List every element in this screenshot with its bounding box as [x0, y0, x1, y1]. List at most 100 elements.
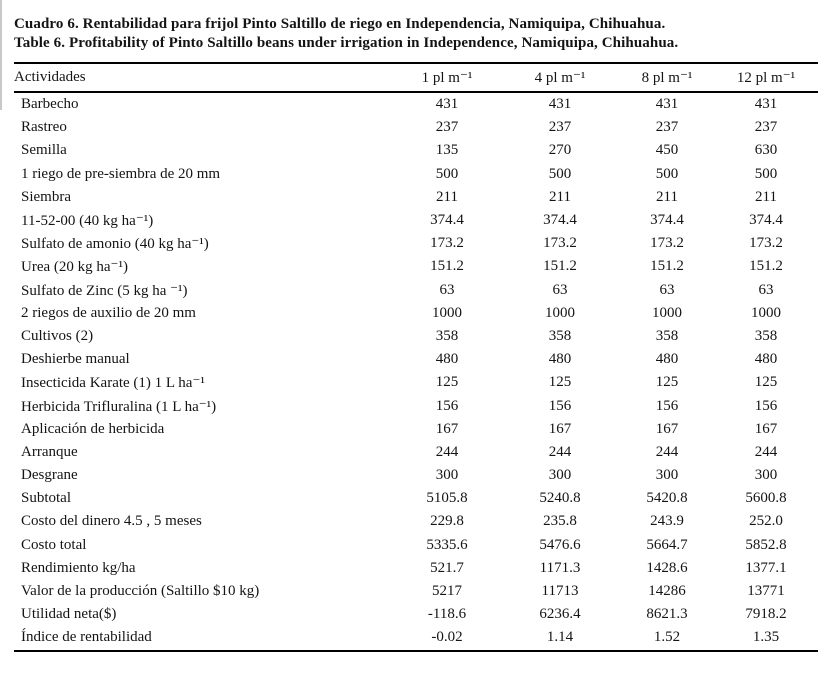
activity-label: Arranque	[21, 443, 78, 460]
value-cell-12pl: 237	[754, 119, 778, 136]
value-cell-12pl: 1.35	[752, 629, 780, 646]
activity-label: Valor de la producción (Saltillo $10 kg)	[21, 583, 260, 600]
table-row: Costo total 5335.6 5476.6 5664.7 5852.8	[14, 534, 818, 557]
value-cell-8pl: 151.2	[650, 258, 684, 275]
activity-label: Utilidad neta($)	[21, 606, 117, 623]
table-row: Aplicación de herbicida 167 167 167 167	[14, 418, 818, 441]
value-cell-1pl: 5217	[432, 583, 462, 600]
table-row: Sulfato de amonio (40 kg ha⁻¹) 173.2 173…	[14, 232, 818, 255]
table-row: Rastreo 237 237 237 237	[14, 116, 818, 139]
activity-label: Herbicida Trifluralina (1 L ha⁻¹)	[21, 398, 217, 415]
activity-label: 1 riego de pre-siembra de 20 mm	[21, 165, 221, 182]
activity-label: Aplicación de herbicida	[21, 420, 165, 437]
value-cell-4pl: 6236.4	[539, 606, 581, 623]
value-cell-1pl: 229.8	[430, 513, 464, 530]
activity-label: Urea (20 kg ha⁻¹)	[21, 259, 128, 276]
value-cell-1pl: 125	[435, 374, 459, 391]
value-cell-4pl: 211	[549, 188, 571, 205]
value-cell-1pl: 167	[435, 420, 459, 437]
value-cell-8pl: 5420.8	[646, 490, 688, 507]
activity-label: Sulfato de amonio (40 kg ha⁻¹)	[21, 236, 209, 253]
scan-edge-artifact	[0, 0, 2, 110]
value-cell-8pl: 167	[655, 420, 679, 437]
value-cell-8pl: 1428.6	[646, 559, 688, 576]
value-cell-12pl: 500	[754, 165, 778, 182]
value-cell-12pl: 5852.8	[745, 536, 787, 553]
value-cell-4pl: 5240.8	[539, 490, 581, 507]
value-cell-12pl: 151.2	[749, 258, 783, 275]
profitability-table: Actividades 1 pl m⁻¹ 4 pl m⁻¹ 8 pl m⁻¹ 1…	[14, 62, 818, 652]
value-cell-12pl: 167	[754, 420, 778, 437]
table-row: Insecticida Karate (1) 1 L ha⁻¹ 125 125 …	[14, 371, 818, 394]
activity-label: Insecticida Karate (1) 1 L ha⁻¹	[21, 375, 205, 392]
table-row: 11-52-00 (40 kg ha⁻¹) 374.4 374.4 374.4 …	[14, 209, 818, 232]
column-header-12-pl-m: 12 pl m⁻¹	[714, 63, 818, 93]
table-row: Utilidad neta($) -118.6 6236.4 8621.3 79…	[14, 603, 818, 626]
value-cell-12pl: 7918.2	[745, 606, 787, 623]
value-cell-8pl: 63	[659, 281, 675, 298]
table-row: Deshierbe manual 480 480 480 480	[14, 348, 818, 371]
activity-label: Índice de rentabilidad	[21, 629, 152, 646]
value-cell-1pl: 151.2	[430, 258, 464, 275]
value-cell-12pl: 125	[754, 374, 778, 391]
value-cell-1pl: 431	[435, 96, 459, 113]
caption-line-english: Table 6. Profitability of Pinto Saltillo…	[14, 35, 679, 51]
activity-label: Semilla	[21, 142, 67, 159]
value-cell-12pl: 156	[754, 397, 778, 414]
value-cell-1pl: 63	[439, 281, 455, 298]
value-cell-12pl: 300	[754, 467, 778, 484]
value-cell-1pl: 374.4	[430, 212, 464, 229]
value-cell-1pl: 135	[435, 142, 459, 159]
value-cell-12pl: 211	[755, 188, 777, 205]
value-cell-8pl: 500	[655, 165, 679, 182]
table-row: Barbecho 431 431 431 431	[14, 92, 818, 116]
value-cell-12pl: 173.2	[749, 235, 783, 252]
table-row: Semilla 135 270 450 630	[14, 139, 818, 162]
table-caption: Cuadro 6. Rentabilidad para frijol Pinto…	[14, 15, 819, 53]
value-cell-4pl: 358	[548, 327, 572, 344]
value-cell-8pl: 125	[655, 374, 679, 391]
value-cell-8pl: 243.9	[650, 513, 684, 530]
value-cell-8pl: 450	[655, 142, 679, 159]
value-cell-8pl: 431	[655, 96, 679, 113]
table-row: Índice de rentabilidad -0.02 1.14 1.52 1…	[14, 626, 818, 650]
value-cell-8pl: 156	[655, 397, 679, 414]
value-cell-12pl: 374.4	[749, 212, 783, 229]
value-cell-4pl: 156	[548, 397, 572, 414]
value-cell-8pl: 1000	[652, 304, 682, 321]
value-cell-4pl: 1171.3	[539, 559, 581, 576]
value-cell-4pl: 11713	[541, 583, 579, 600]
table-row: Herbicida Trifluralina (1 L ha⁻¹) 156 15…	[14, 394, 818, 417]
activity-label: Desgrane	[21, 467, 78, 484]
table-body: Barbecho 431 431 431 431 Rastreo 237 237…	[14, 92, 818, 651]
value-cell-1pl: 5335.6	[426, 536, 468, 553]
activity-label: Rastreo	[21, 119, 67, 136]
table-row: Arranque 244 244 244 244	[14, 441, 818, 464]
value-cell-8pl: 237	[655, 119, 679, 136]
value-cell-12pl: 252.0	[749, 513, 783, 530]
value-cell-12pl: 1000	[751, 304, 781, 321]
activity-label: Costo total	[21, 536, 87, 553]
value-cell-4pl: 151.2	[543, 258, 577, 275]
value-cell-1pl: 1000	[432, 304, 462, 321]
value-cell-1pl: 500	[435, 165, 459, 182]
table-row: Desgrane 300 300 300 300	[14, 464, 818, 487]
value-cell-4pl: 431	[548, 96, 572, 113]
activity-label: Costo del dinero 4.5 , 5 meses	[21, 513, 202, 530]
value-cell-12pl: 630	[754, 142, 778, 159]
activity-label: 11-52-00 (40 kg ha⁻¹)	[21, 213, 154, 230]
value-cell-1pl: 300	[435, 467, 459, 484]
value-cell-12pl: 431	[754, 96, 778, 113]
value-cell-4pl: 173.2	[543, 235, 577, 252]
caption-line-spanish: Cuadro 6. Rentabilidad para frijol Pinto…	[14, 16, 666, 32]
value-cell-4pl: 1.14	[546, 629, 574, 646]
activity-label: Barbecho	[21, 96, 79, 113]
value-cell-1pl: 480	[435, 351, 459, 368]
value-cell-1pl: 237	[435, 119, 459, 136]
value-cell-8pl: 300	[655, 467, 679, 484]
table-row: 1 riego de pre-siembra de 20 mm 500 500 …	[14, 163, 818, 186]
activity-label: Siembra	[21, 188, 71, 205]
value-cell-4pl: 374.4	[543, 212, 577, 229]
value-cell-12pl: 480	[754, 351, 778, 368]
